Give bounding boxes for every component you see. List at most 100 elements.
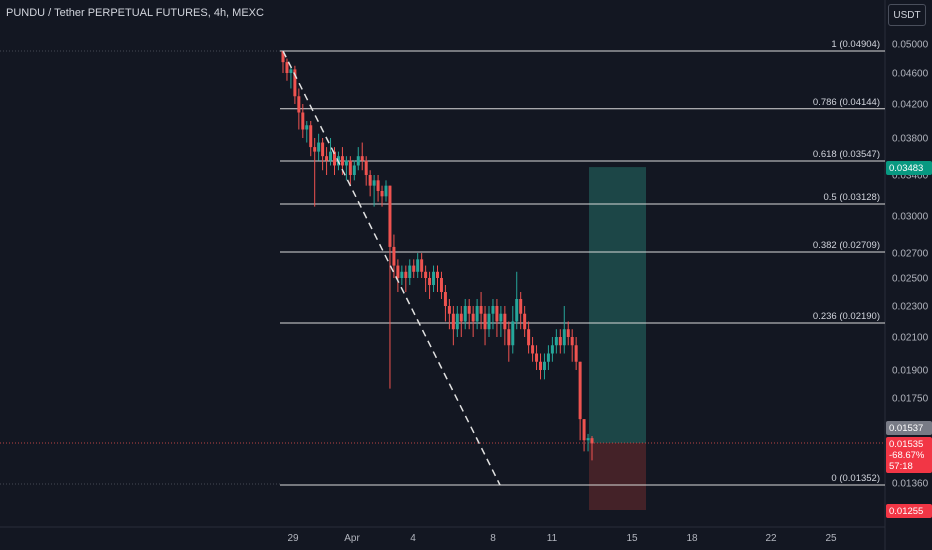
candle-body (384, 185, 388, 197)
candle-body (321, 142, 325, 157)
target-zone (589, 167, 646, 443)
candle-body (523, 313, 527, 330)
fib-label: 0.5 (0.03128) (823, 192, 880, 203)
target-price-badge (886, 161, 932, 175)
candle-body (408, 265, 412, 278)
candle-body (344, 160, 348, 166)
candle-body (582, 419, 586, 441)
candle-body (368, 175, 372, 186)
candle-body (491, 306, 495, 314)
x-tick-label: 22 (765, 533, 777, 544)
candle-body (301, 112, 305, 130)
candles (281, 51, 594, 461)
y-tick-label: 0.01360 (892, 479, 929, 490)
stop-price-badge (886, 504, 932, 518)
candle-body (392, 246, 396, 266)
fib-retracement: 1 (0.04904) 0.786 (0.04144) 0.618 (0.03547… (0, 39, 885, 486)
candle-body (479, 306, 483, 314)
candle-body (439, 278, 443, 292)
candle-body (574, 345, 578, 362)
price-badges: 0.03483 0.01537 0.01535-68.67%57:18 0.01255 (886, 161, 932, 518)
candle-body (289, 69, 293, 73)
x-tick-label: 8 (490, 533, 496, 544)
position-zones (589, 167, 646, 510)
candle-body (463, 306, 467, 322)
candle-body (487, 313, 491, 330)
y-tick-label: 0.03400 (892, 171, 929, 182)
entry-price-badge-text: 0.01537 (889, 423, 923, 434)
candle-body (578, 361, 582, 420)
candle-body (483, 313, 487, 330)
candle-body (499, 313, 503, 322)
candle-body (535, 353, 539, 362)
trend-line (282, 50, 501, 486)
entry-price-badge (886, 421, 932, 435)
candle-body (404, 271, 408, 278)
candle-body (590, 438, 594, 444)
candle-body (451, 313, 455, 330)
candle-body (416, 259, 420, 272)
y-tick-label: 0.03000 (892, 212, 929, 223)
candle-body (519, 299, 523, 314)
time-axis[interactable]: 29 Apr 4 8 11 15 18 22 25 (287, 533, 837, 544)
candle-body (507, 329, 511, 346)
candle-body (340, 156, 344, 166)
x-tick-label: 15 (626, 533, 638, 544)
candle-body (356, 156, 360, 166)
candle-body (309, 125, 313, 148)
candle-body (436, 271, 439, 278)
candle-body (348, 160, 352, 175)
candle-body (360, 156, 364, 161)
candle-body (455, 313, 459, 330)
candle-body (412, 265, 416, 272)
target-price-badge-text: 0.03483 (889, 163, 923, 174)
y-tick-label: 0.04200 (892, 100, 929, 111)
candle-body (539, 361, 542, 370)
price-axis[interactable]: 0.05000 0.04600 0.04200 0.03800 0.03400 0.030… (892, 40, 929, 490)
candle-body (550, 345, 554, 354)
y-tick-label: 0.03800 (892, 134, 929, 145)
stop-price-badge-text: 0.01255 (889, 506, 923, 517)
candle-body (495, 306, 499, 322)
candle-body (432, 271, 436, 285)
grid-lines (0, 0, 886, 550)
candle-body (570, 337, 574, 346)
candle-body (558, 337, 562, 346)
candle-body (511, 321, 515, 346)
symbol-title: PUNDU / Tether PERPETUAL FUTURES, 4h, ME… (6, 7, 264, 19)
y-tick-label: 0.02700 (892, 249, 929, 260)
x-tick-label: 25 (825, 533, 837, 544)
candle-body (305, 125, 309, 130)
candle-body (475, 306, 479, 322)
candle-body (380, 190, 384, 197)
last-price-badge-text: 0.01535 (889, 439, 923, 450)
y-tick-label: 0.02100 (892, 333, 929, 344)
candle-body (459, 313, 463, 322)
candle-body (333, 151, 336, 166)
y-tick-label: 0.01900 (892, 366, 929, 377)
candle-body (285, 62, 289, 73)
fib-label: 0.382 (0.02709) (813, 240, 880, 251)
y-tick-label: 0.01750 (892, 394, 929, 405)
candle-body (352, 165, 356, 175)
last-price-badge (886, 437, 932, 473)
stop-zone (589, 443, 646, 510)
currency-button[interactable]: USDT (888, 4, 926, 26)
dashed-trendline (282, 50, 501, 486)
candle-body (400, 271, 404, 278)
candle-body (515, 299, 519, 322)
candle-body (471, 313, 475, 322)
x-tick-label: 4 (410, 533, 416, 544)
candle-body (364, 160, 368, 175)
x-tick-label: Apr (344, 533, 360, 544)
candle-body (531, 345, 535, 354)
candle-body (329, 151, 333, 161)
candle-body (281, 51, 285, 63)
fib-label: 0.236 (0.02190) (813, 311, 880, 322)
candle-body (443, 292, 447, 306)
candle-body (376, 180, 380, 191)
candle-body (372, 180, 376, 186)
candle-body (420, 259, 424, 272)
candle-body (396, 265, 400, 278)
